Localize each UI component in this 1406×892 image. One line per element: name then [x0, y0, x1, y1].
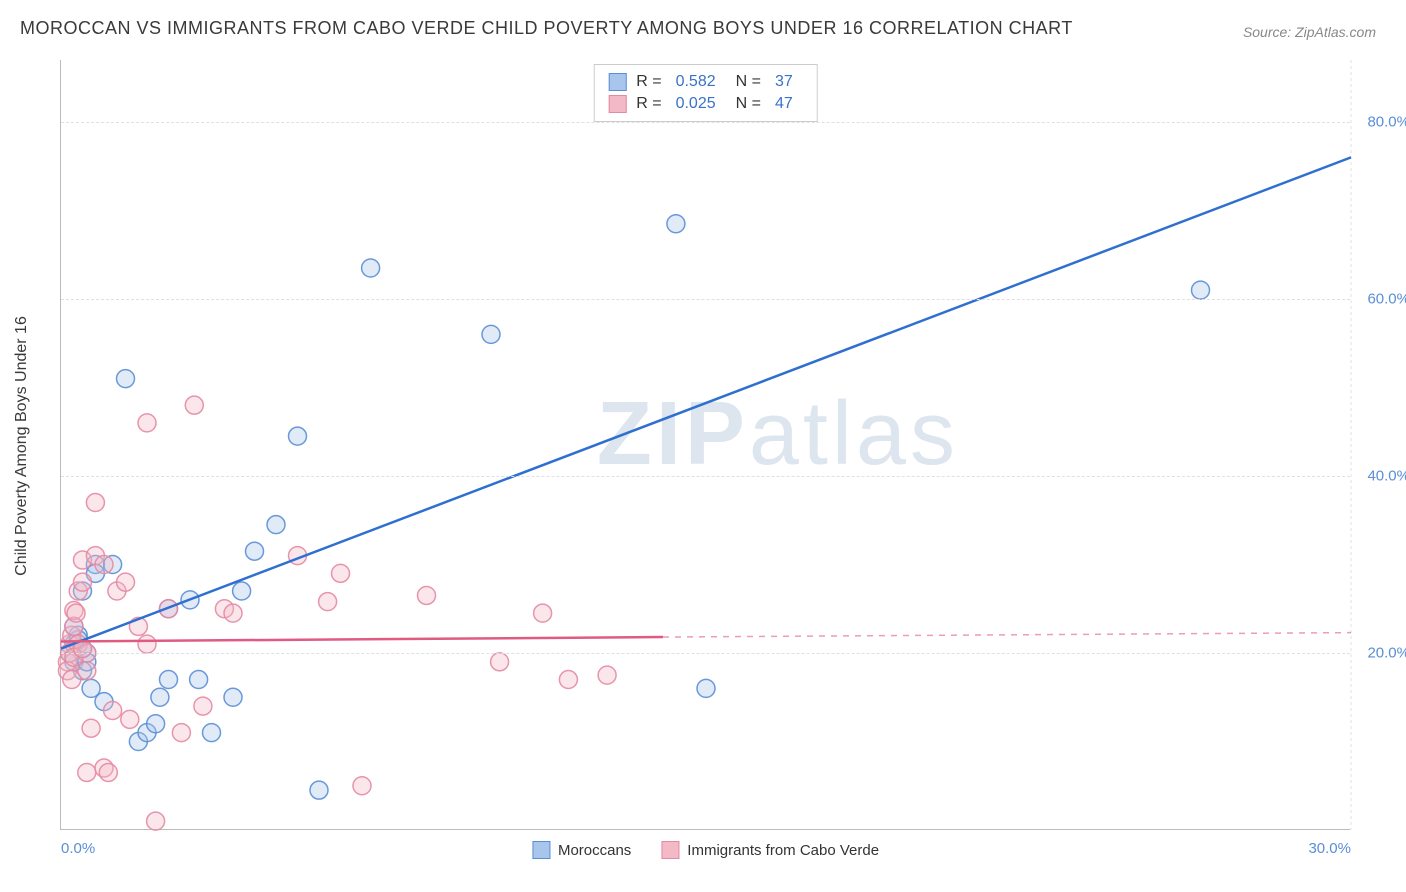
scatter-point — [224, 604, 242, 622]
r-label: R = — [636, 73, 661, 91]
series-legend: Moroccans Immigrants from Cabo Verde — [532, 841, 879, 859]
n-label: N = — [736, 73, 761, 91]
scatter-point — [559, 671, 577, 689]
scatter-point — [353, 777, 371, 795]
chart-title: MOROCCAN VS IMMIGRANTS FROM CABO VERDE C… — [20, 18, 1073, 39]
swatch-cabo-verde — [661, 841, 679, 859]
scatter-point — [203, 724, 221, 742]
plot-area: ZIPatlas R = 0.582 N = 37 R = 0.025 N = … — [60, 60, 1350, 830]
gridline — [61, 476, 1350, 477]
legend-label-cabo-verde: Immigrants from Cabo Verde — [687, 842, 879, 859]
scatter-point — [362, 259, 380, 277]
n-label: N = — [736, 95, 761, 113]
scatter-point — [491, 653, 509, 671]
scatter-point — [82, 719, 100, 737]
y-tick-label: 20.0% — [1355, 644, 1406, 661]
scatter-point — [1192, 281, 1210, 299]
scatter-point — [233, 582, 251, 600]
scatter-point — [319, 593, 337, 611]
gridline — [61, 299, 1350, 300]
scatter-point — [99, 763, 117, 781]
scatter-point — [147, 812, 165, 830]
y-tick-label: 60.0% — [1355, 290, 1406, 307]
scatter-point — [121, 710, 139, 728]
legend-row-cabo-verde: R = 0.025 N = 47 — [608, 93, 803, 115]
swatch-cabo-verde — [608, 95, 626, 113]
regression-line — [61, 157, 1351, 648]
x-tick-label: 30.0% — [1308, 840, 1351, 857]
x-tick-label: 0.0% — [61, 840, 95, 857]
scatter-point — [138, 414, 156, 432]
legend-item-moroccans: Moroccans — [532, 841, 631, 859]
swatch-moroccans — [608, 73, 626, 91]
scatter-point — [95, 555, 113, 573]
y-axis-label: Child Poverty Among Boys Under 16 — [13, 316, 31, 576]
scatter-point — [598, 666, 616, 684]
scatter-point — [160, 671, 178, 689]
scatter-point — [117, 370, 135, 388]
scatter-point — [67, 604, 85, 622]
scatter-point — [482, 325, 500, 343]
source-attribution: Source: ZipAtlas.com — [1243, 24, 1376, 40]
plot-svg — [61, 60, 1350, 829]
scatter-point — [78, 763, 96, 781]
r-value-moroccans: 0.582 — [676, 73, 716, 91]
scatter-point — [310, 781, 328, 799]
scatter-point — [534, 604, 552, 622]
scatter-point — [151, 688, 169, 706]
n-value-cabo-verde: 47 — [775, 95, 793, 113]
scatter-point — [104, 702, 122, 720]
correlation-legend: R = 0.582 N = 37 R = 0.025 N = 47 — [593, 64, 818, 122]
swatch-moroccans — [532, 841, 550, 859]
legend-label-moroccans: Moroccans — [558, 842, 631, 859]
scatter-point — [267, 516, 285, 534]
scatter-point — [147, 715, 165, 733]
y-tick-label: 80.0% — [1355, 113, 1406, 130]
scatter-point — [246, 542, 264, 560]
r-value-cabo-verde: 0.025 — [676, 95, 716, 113]
scatter-point — [138, 635, 156, 653]
r-label: R = — [636, 95, 661, 113]
regression-line-extrapolated — [663, 633, 1351, 637]
scatter-point — [697, 679, 715, 697]
scatter-point — [190, 671, 208, 689]
scatter-point — [185, 396, 203, 414]
scatter-point — [86, 494, 104, 512]
scatter-point — [117, 573, 135, 591]
scatter-point — [289, 427, 307, 445]
scatter-point — [667, 215, 685, 233]
scatter-point — [172, 724, 190, 742]
y-tick-label: 40.0% — [1355, 467, 1406, 484]
n-value-moroccans: 37 — [775, 73, 793, 91]
scatter-point — [224, 688, 242, 706]
scatter-point — [418, 586, 436, 604]
legend-row-moroccans: R = 0.582 N = 37 — [608, 71, 803, 93]
scatter-point — [332, 564, 350, 582]
gridline — [61, 122, 1350, 123]
legend-item-cabo-verde: Immigrants from Cabo Verde — [661, 841, 879, 859]
scatter-point — [74, 573, 92, 591]
scatter-point — [194, 697, 212, 715]
gridline — [61, 653, 1350, 654]
